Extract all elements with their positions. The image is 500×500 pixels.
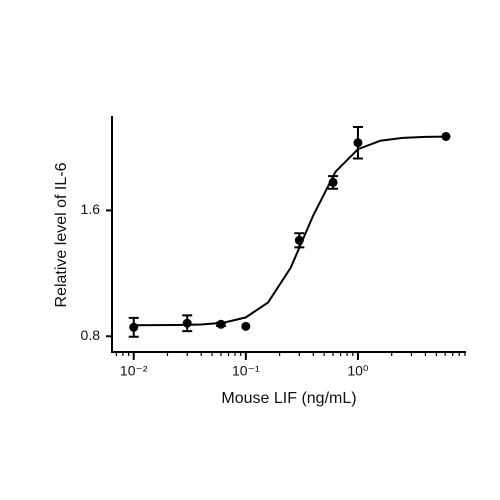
x-tick-label: 10⁻² (120, 363, 148, 379)
data-point (216, 319, 226, 329)
data-point (328, 177, 338, 187)
y-axis-label: Relative level of IL-6 (53, 162, 70, 307)
x-tick-label: 10⁻¹ (232, 363, 260, 379)
data-point (294, 235, 304, 245)
data-point (353, 138, 363, 148)
data-point (441, 131, 451, 141)
data-point (241, 321, 251, 331)
x-tick-label: 10⁰ (347, 363, 369, 379)
x-axis-label: Mouse LIF (ng/mL) (221, 390, 356, 407)
y-tick-label: 0.8 (81, 327, 101, 343)
y-tick-label: 1.6 (81, 201, 101, 217)
fit-curve (133, 135, 448, 327)
data-point (182, 318, 192, 328)
data-point (129, 322, 139, 332)
